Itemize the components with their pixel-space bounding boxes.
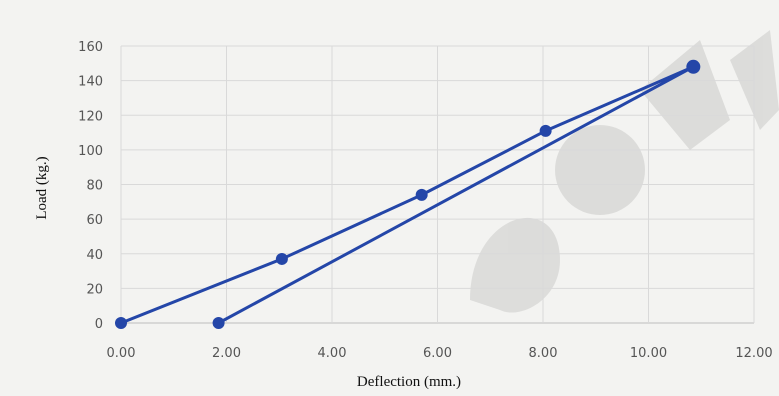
y-axis-ticks: 0 20 40 60 80 100 120 140 160 — [78, 40, 103, 332]
x-axis-ticks: 0.00 2.00 4.00 6.00 8.00 10.00 12.00 — [107, 346, 773, 361]
series-line — [120, 65, 695, 325]
y-tick-label: 160 — [78, 40, 103, 55]
y-tick-label: 100 — [78, 144, 103, 159]
y-tick-label: 40 — [86, 248, 103, 263]
y-tick-label: 120 — [78, 109, 103, 124]
data-point — [212, 317, 225, 329]
y-tick-label: 20 — [86, 282, 103, 297]
data-point — [275, 252, 288, 265]
data-points — [115, 59, 701, 329]
gridlines — [120, 45, 755, 324]
x-tick-label: 4.00 — [318, 346, 347, 361]
data-point — [415, 188, 428, 201]
data-point — [539, 124, 552, 137]
y-tick-label: 80 — [86, 179, 103, 194]
data-point — [115, 317, 127, 329]
watermark-graphic — [470, 30, 779, 313]
x-tick-label: 8.00 — [529, 346, 558, 361]
x-tick-label: 2.00 — [212, 346, 241, 361]
y-tick-label: 60 — [86, 213, 103, 228]
data-point — [686, 59, 701, 74]
x-tick-label: 12.00 — [735, 346, 772, 361]
x-axis-title: Deflection (mm.) — [357, 374, 461, 390]
x-tick-label: 10.00 — [630, 346, 667, 361]
y-tick-label: 0 — [95, 317, 103, 332]
x-tick-label: 6.00 — [423, 346, 452, 361]
x-tick-label: 0.00 — [107, 346, 136, 361]
y-tick-label: 140 — [78, 75, 103, 90]
y-axis-title: Load (kg.) — [34, 156, 50, 219]
